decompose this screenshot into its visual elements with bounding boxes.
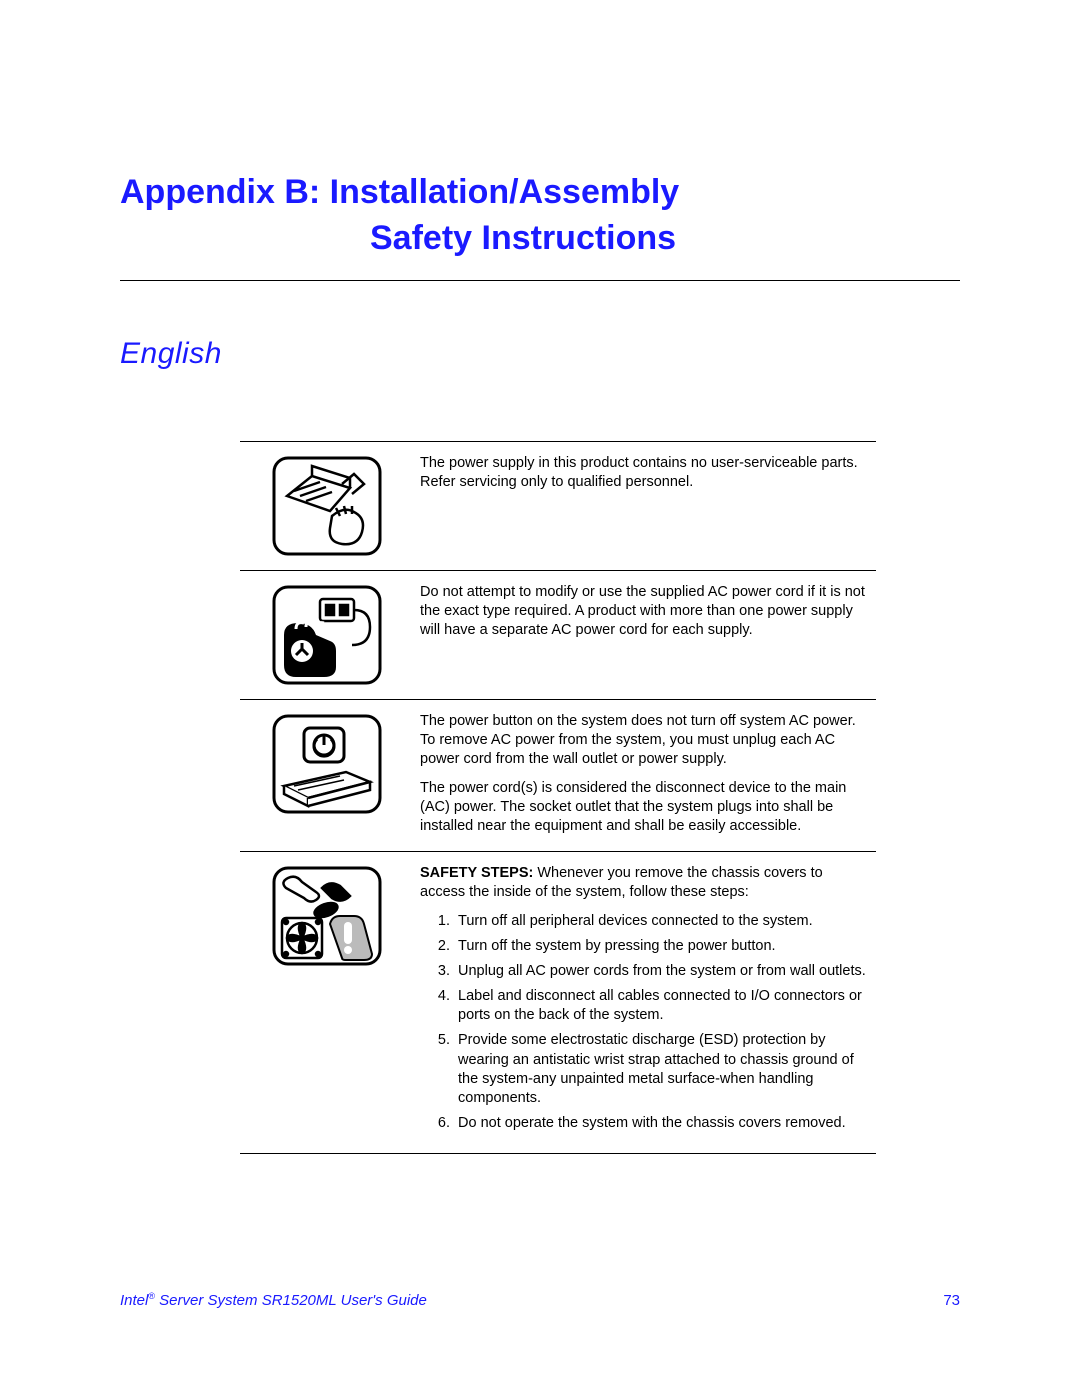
table-row: The power button on the system does not … (240, 699, 876, 851)
psu-hand-icon (272, 456, 382, 556)
icon-cell (240, 700, 414, 851)
section-heading: English (120, 337, 960, 371)
step-item: Turn off all peripheral devices connecte… (454, 912, 868, 931)
step-item: Label and disconnect all cables connecte… (454, 987, 868, 1025)
body-text: The power supply in this product contain… (420, 454, 868, 492)
step-item: Turn off the system by pressing the powe… (454, 937, 868, 956)
text-cell: The power button on the system does not … (414, 700, 876, 851)
title-line1: Appendix B: Installation/Assembly (120, 170, 960, 216)
fan-warning-icon (272, 866, 382, 966)
text-cell: The power supply in this product contain… (414, 442, 876, 570)
step-item: Do not operate the system with the chass… (454, 1114, 868, 1133)
table-row: SAFETY STEPS: Whenever you remove the ch… (240, 851, 876, 1154)
body-text: SAFETY STEPS: Whenever you remove the ch… (420, 864, 868, 902)
page-footer: Intel® Server System SR1520ML User's Gui… (120, 1291, 960, 1309)
page-number: 73 (943, 1292, 960, 1309)
text-cell: SAFETY STEPS: Whenever you remove the ch… (414, 852, 876, 1154)
table-row: The power supply in this product contain… (240, 442, 876, 570)
text-cell: Do not attempt to modify or use the supp… (414, 571, 876, 699)
body-text: Do not attempt to modify or use the supp… (420, 583, 868, 640)
table-row: Do not attempt to modify or use the supp… (240, 570, 876, 699)
icon-cell (240, 442, 414, 570)
footer-title: Intel® Server System SR1520ML User's Gui… (120, 1291, 427, 1309)
body-text: The power cord(s) is considered the disc… (420, 779, 868, 836)
page: Appendix B: Installation/Assembly Safety… (0, 0, 1080, 1154)
cord-hand-icon (272, 585, 382, 685)
icon-cell (240, 852, 414, 1154)
footer-brand: Intel (120, 1292, 148, 1309)
title-line2: Safety Instructions (120, 216, 960, 262)
icon-cell (240, 571, 414, 699)
step-item: Unplug all AC power cords from the syste… (454, 962, 868, 981)
safety-steps-label: SAFETY STEPS: (420, 865, 533, 881)
body-text: The power button on the system does not … (420, 712, 868, 769)
appendix-title: Appendix B: Installation/Assembly Safety… (120, 170, 960, 281)
safety-table: The power supply in this product contain… (240, 441, 876, 1154)
power-server-icon (272, 714, 382, 814)
footer-rest: Server System SR1520ML User's Guide (155, 1292, 427, 1309)
steps-list: Turn off all peripheral devices connecte… (420, 912, 868, 1133)
step-item: Provide some electrostatic discharge (ES… (454, 1031, 868, 1108)
registered-mark: ® (148, 1291, 155, 1301)
